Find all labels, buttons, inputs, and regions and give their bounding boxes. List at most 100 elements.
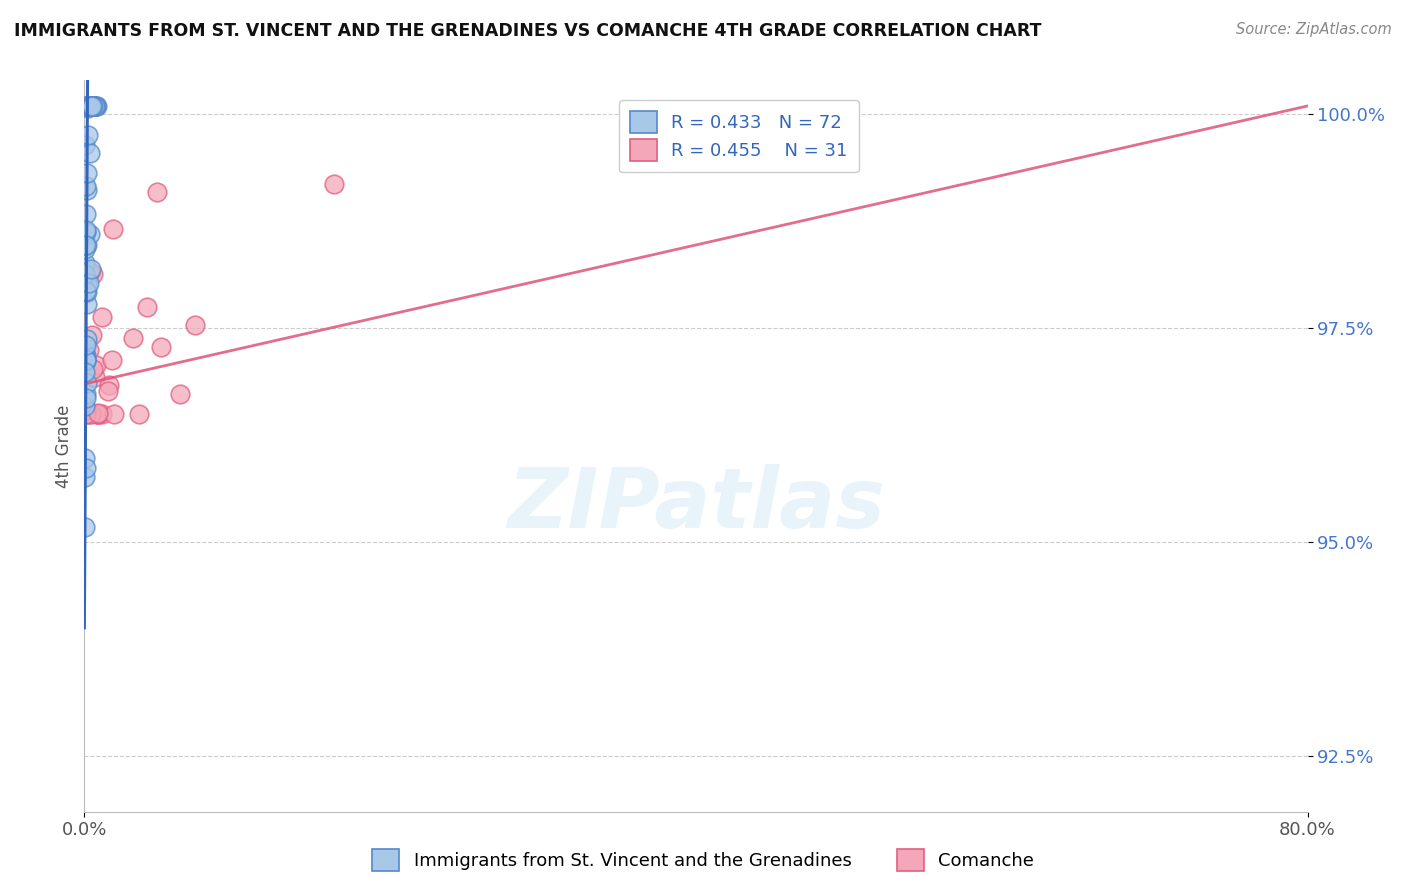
Point: [80, 99, 103, 113]
Point: [76, 99, 98, 113]
Point: [75, 387, 97, 401]
Point: [83, 99, 105, 113]
Point: [77, 343, 100, 357]
Point: [77, 99, 100, 113]
Point: [76, 276, 98, 290]
Point: [75, 354, 97, 368]
Point: [184, 318, 207, 332]
Point: [121, 331, 143, 345]
Point: [79, 265, 101, 279]
Point: [75, 207, 97, 221]
Point: [87, 406, 110, 420]
Point: [75, 285, 97, 299]
Text: ZIPatlas: ZIPatlas: [508, 464, 884, 545]
Point: [87, 407, 110, 421]
Point: [75, 225, 97, 239]
Point: [76, 101, 98, 115]
Point: [97, 384, 120, 399]
Point: [80, 99, 103, 113]
Point: [75, 178, 97, 193]
Point: [97, 378, 120, 392]
Point: [323, 177, 346, 191]
Point: [83, 99, 105, 113]
Point: [82, 99, 104, 113]
Point: [76, 99, 98, 113]
Point: [73, 256, 96, 270]
Point: [75, 238, 97, 252]
Point: [76, 238, 98, 252]
Point: [82, 99, 104, 113]
Point: [79, 227, 101, 241]
Point: [82, 99, 104, 113]
Point: [75, 346, 97, 360]
Point: [75, 238, 97, 252]
Point: [83, 99, 105, 113]
Point: [84, 369, 107, 384]
Point: [75, 461, 97, 475]
Point: [82, 268, 104, 282]
Point: [84, 99, 107, 113]
Point: [73, 520, 96, 534]
Point: [82, 362, 104, 376]
Point: [76, 99, 98, 113]
Point: [90, 407, 112, 421]
Point: [75, 353, 97, 368]
Point: [86, 99, 108, 113]
Point: [103, 407, 125, 421]
Text: Source: ZipAtlas.com: Source: ZipAtlas.com: [1236, 22, 1392, 37]
Point: [80, 261, 103, 276]
Text: IMMIGRANTS FROM ST. VINCENT AND THE GRENADINES VS COMANCHE 4TH GRADE CORRELATION: IMMIGRANTS FROM ST. VINCENT AND THE GREN…: [14, 22, 1042, 40]
Point: [79, 145, 101, 160]
Point: [150, 340, 173, 354]
Point: [91, 310, 114, 324]
Point: [103, 222, 125, 236]
Point: [82, 99, 104, 113]
Point: [73, 99, 96, 113]
Point: [77, 128, 100, 142]
Point: [77, 99, 100, 113]
Point: [82, 99, 104, 113]
Point: [79, 99, 101, 113]
Point: [75, 349, 97, 363]
Point: [73, 242, 96, 256]
Point: [75, 470, 97, 484]
Point: [80, 407, 103, 421]
Point: [76, 270, 98, 285]
Point: [75, 403, 97, 417]
Point: [80, 99, 103, 113]
Point: [77, 407, 100, 421]
Point: [84, 99, 107, 113]
Point: [86, 407, 108, 421]
Legend: R = 0.433   N = 72, R = 0.455    N = 31: R = 0.433 N = 72, R = 0.455 N = 31: [619, 100, 859, 172]
Legend: Immigrants from St. Vincent and the Grenadines, Comanche: Immigrants from St. Vincent and the Gren…: [364, 842, 1042, 879]
Point: [75, 407, 97, 421]
Point: [73, 450, 96, 465]
Point: [83, 99, 105, 113]
Point: [75, 267, 97, 281]
Y-axis label: 4th Grade: 4th Grade: [55, 404, 73, 488]
Point: [76, 166, 98, 180]
Point: [73, 137, 96, 152]
Point: [75, 223, 97, 237]
Point: [100, 353, 122, 368]
Point: [128, 407, 150, 421]
Point: [82, 99, 104, 113]
Point: [79, 99, 101, 113]
Point: [82, 99, 104, 113]
Point: [76, 332, 98, 346]
Point: [76, 376, 98, 390]
Point: [80, 328, 103, 343]
Point: [73, 399, 96, 413]
Point: [75, 392, 97, 406]
Point: [76, 285, 98, 299]
Point: [169, 386, 191, 401]
Point: [76, 182, 98, 196]
Point: [79, 99, 101, 113]
Point: [82, 99, 104, 113]
Point: [83, 99, 105, 113]
Point: [76, 297, 98, 311]
Point: [77, 99, 100, 113]
Point: [75, 337, 97, 351]
Point: [73, 365, 96, 379]
Point: [77, 99, 100, 113]
